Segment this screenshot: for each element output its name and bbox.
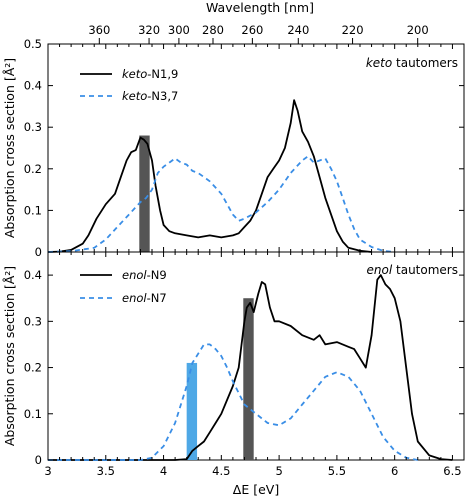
x-tick-label: 5 (275, 464, 282, 478)
x-axis-title: ΔE [eV] (233, 482, 279, 497)
keto-legend-label-2: keto-N3,7 (122, 89, 178, 103)
enol-ytick-label: 0.2 (24, 361, 42, 375)
enol-panel: 0 0.1 0.2 0.3 0.4 3 3.5 4 4.5 5 5.5 6 6.5 enol taut… (24, 251, 465, 478)
keto-y-ticks: 0 0.1 0.2 0.3 0.4 0.5 (24, 37, 464, 259)
x-tick-label: 3.5 (97, 464, 115, 478)
keto-legend-label-1: keto-N1,9 (122, 67, 178, 81)
keto-legend-2-italic: keto (122, 89, 147, 103)
enol-ytick-label: 0.3 (24, 314, 42, 328)
enol-legend-2-italic: enol (122, 291, 147, 305)
keto-panel-label-italic: keto (366, 56, 392, 70)
keto-series-line-1 (47, 155, 395, 253)
enol-plot-frame (47, 251, 465, 461)
x-tick-label: 4.5 (212, 464, 230, 478)
enol-legend-1-suffix: -N9 (147, 268, 167, 282)
keto-legend-2-suffix: -N3,7 (147, 89, 178, 103)
enol-y-ticks: 0 0.1 0.2 0.3 0.4 (24, 268, 464, 467)
top-wavelength-tick-label: 260 (241, 23, 263, 37)
top-wavelength-tick-label: 360 (88, 23, 110, 37)
enol-legend-2-suffix: -N7 (147, 291, 167, 305)
top-wavelength-tick-label: 200 (407, 23, 429, 37)
enol-legend-label-1: enol-N9 (122, 268, 167, 282)
top-wavelength-tick-label: 240 (287, 23, 309, 37)
keto-x-ticks (47, 44, 465, 252)
top-wavelength-tick-label: 220 (342, 23, 364, 37)
keto-panel: 00.10.20.30.40.5 keto tautomers keto-N1,… (24, 37, 465, 259)
keto-ytick-label: 0.3 (24, 120, 42, 134)
top-wavelength-ticks: 360 320 300 280 260 240 220 200 (88, 23, 429, 44)
enol-legend-1-italic: enol (122, 268, 147, 282)
keto-bars (139, 135, 150, 252)
enol-highlight-bar-0 (186, 362, 198, 460)
top-wavelength-tick-label: 320 (138, 23, 160, 37)
enol-x-ticks: 3 3.5 4 4.5 5 5.5 6 6.5 (44, 252, 465, 478)
enol-ytick-label: 0.1 (24, 407, 42, 421)
keto-plot-frame (47, 43, 465, 253)
keto-legend-1-italic: keto (122, 67, 147, 81)
top-wavelength-tick-label: 300 (168, 23, 190, 37)
enol-legend: enol-N9 enol-N7 (80, 268, 167, 305)
enol-bars (186, 298, 254, 460)
keto-y-axis-title: Absorption cross section [Å²] (2, 58, 17, 238)
keto-highlight-bar-0 (139, 135, 150, 252)
keto-ytick-label: 0.4 (24, 79, 42, 93)
enol-panel-label-italic: enol (367, 263, 393, 277)
x-tick-label: 3 (44, 464, 51, 478)
enol-legend-label-2: enol-N7 (122, 291, 167, 305)
keto-series-line-0 (47, 99, 372, 253)
enol-series-line-0 (48, 274, 453, 461)
enol-panel-label-suffix: tautomers (392, 263, 458, 277)
enol-highlight-bar-1 (243, 298, 254, 460)
x-tick-label: 6 (391, 464, 398, 478)
enol-series-lines (48, 274, 453, 461)
x-tick-label: 4 (160, 464, 167, 478)
keto-legend: keto-N1,9 keto-N3,7 (80, 67, 178, 103)
keto-series-lines (47, 99, 395, 253)
keto-ytick-label: 0.5 (24, 37, 42, 51)
x-tick-label: 6.5 (443, 464, 461, 478)
keto-ytick-label: 0.2 (24, 162, 42, 176)
keto-ytick-label: 0.1 (24, 203, 42, 217)
x-tick-label: 5.5 (328, 464, 346, 478)
enol-panel-label: enol tautomers (367, 263, 458, 277)
keto-legend-1-suffix: -N1,9 (147, 67, 178, 81)
top-wavelength-tick-label: 280 (202, 23, 224, 37)
keto-panel-label: keto tautomers (366, 56, 458, 70)
enol-y-axis-title: Absorption cross section [Å²] (2, 266, 17, 446)
keto-panel-label-suffix: tautomers (392, 56, 458, 70)
enol-series-line-1 (48, 343, 418, 461)
enol-ytick-label: 0.4 (24, 268, 42, 282)
keto-ytick-label: 0 (35, 245, 42, 259)
top-axis-title: Wavelength [nm] (206, 0, 314, 15)
enol-ytick-label: 0 (35, 453, 42, 467)
